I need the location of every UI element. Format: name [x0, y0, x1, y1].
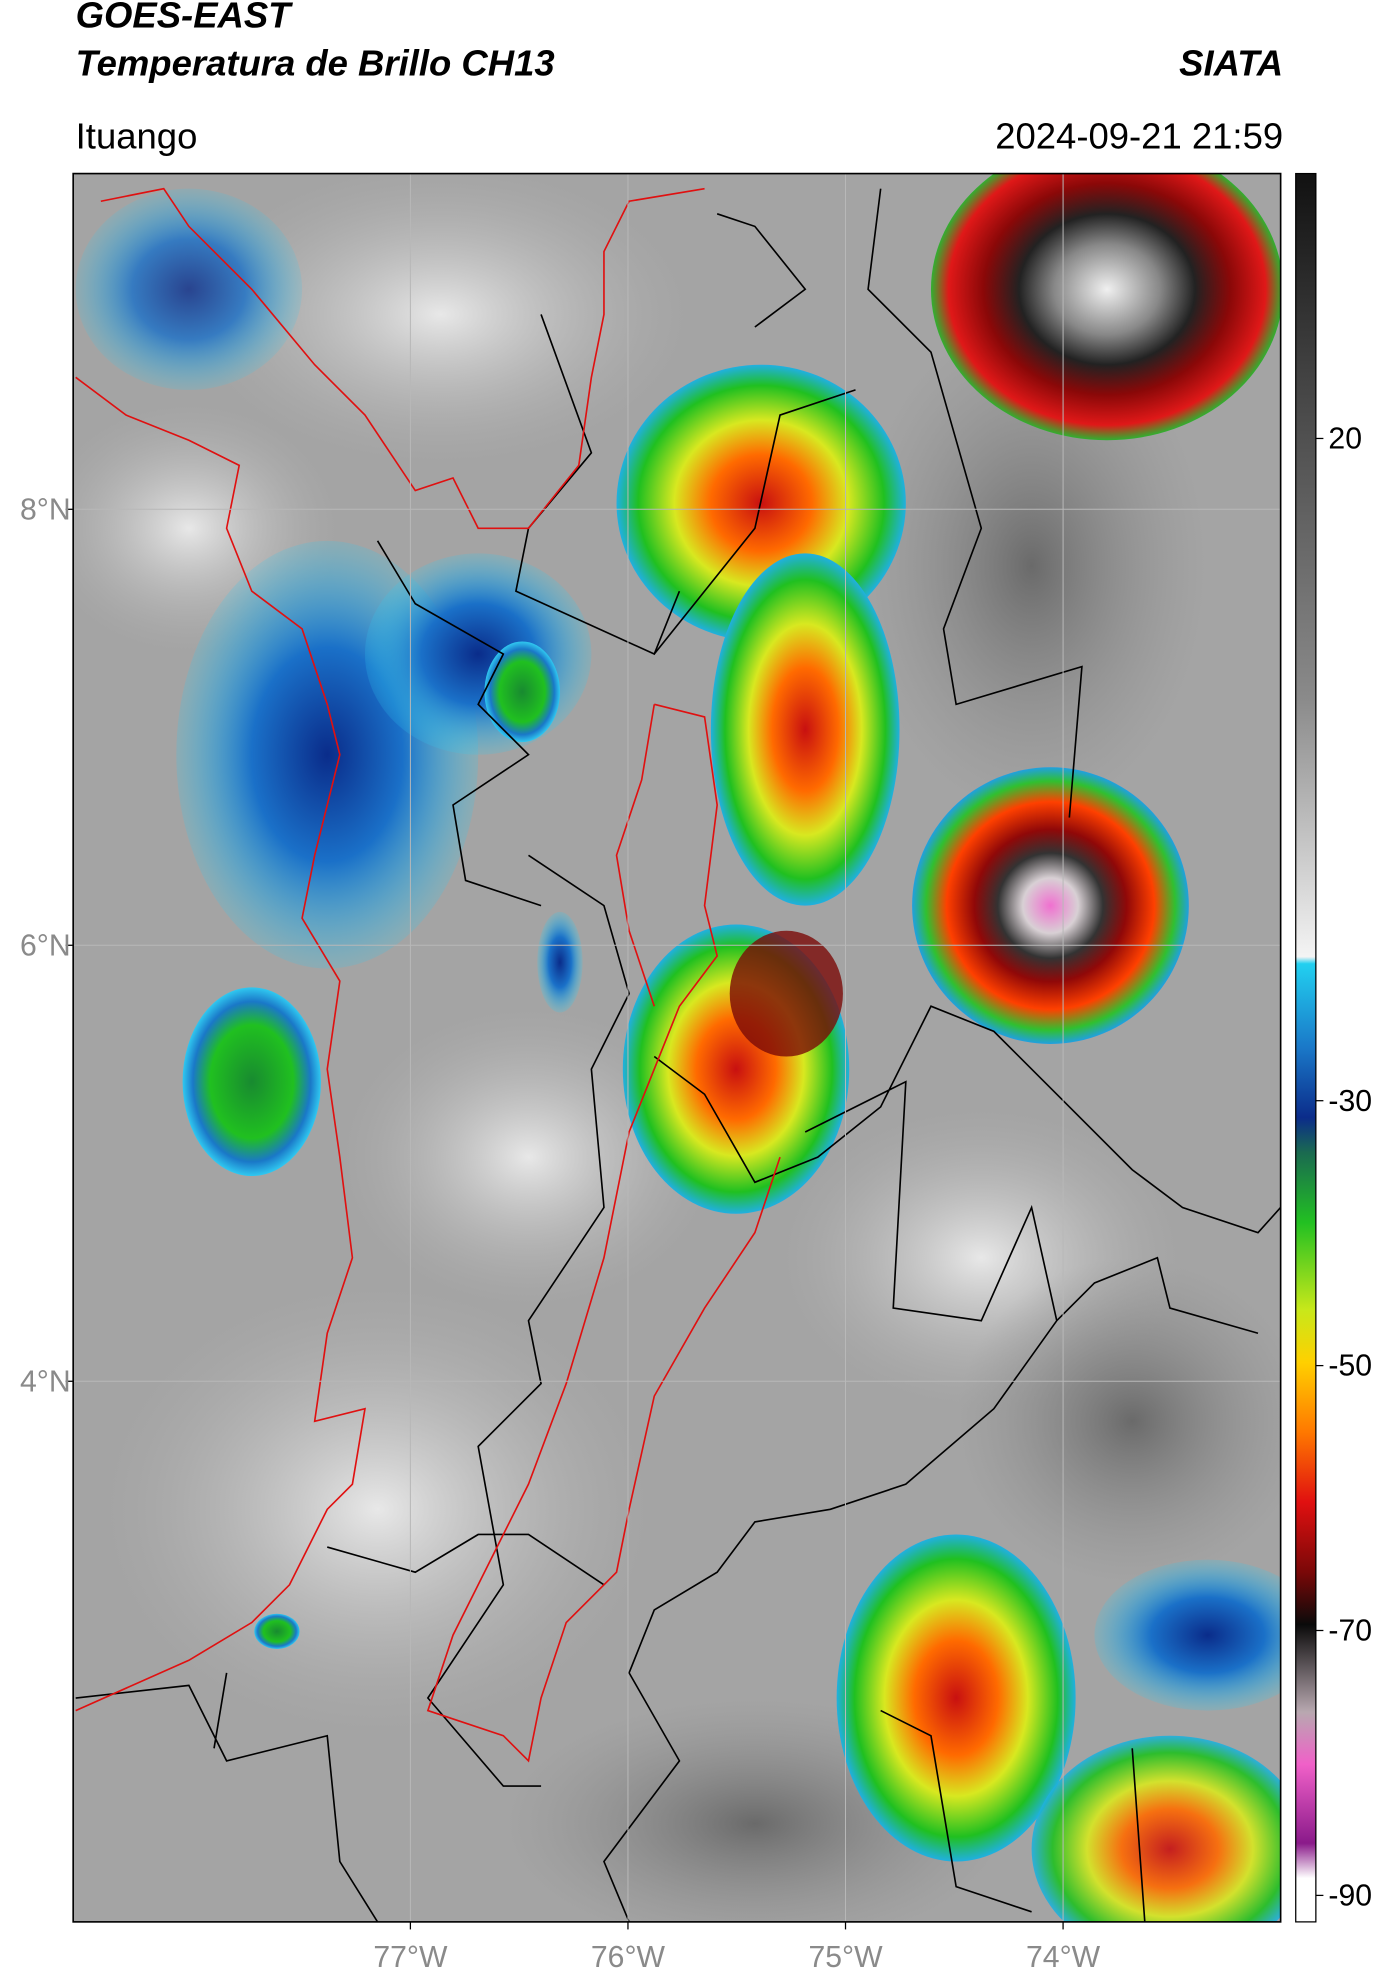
y-tick-label: 6°N: [20, 929, 71, 962]
colorbar-tick-label: -50: [1328, 1350, 1372, 1383]
colorbar-tick-label: -70: [1328, 1615, 1372, 1648]
x-tick-label: 74°W: [1026, 1941, 1101, 1974]
graticule: [73, 173, 1281, 1922]
source: SIATA: [1179, 42, 1283, 83]
location: Ituango: [76, 115, 198, 156]
colorbar-tick-label: -30: [1328, 1085, 1372, 1118]
map-frame: [72, 172, 1282, 1923]
timestamp: 2024-09-21 21:59: [995, 115, 1283, 156]
colorbar-tick-label: 20: [1328, 423, 1362, 456]
x-tick-label: 77°W: [373, 1941, 448, 1974]
colorbar-tick-label: -90: [1328, 1879, 1372, 1912]
x-tick-label: 75°W: [808, 1941, 883, 1974]
y-tick-label: 4°N: [20, 1365, 71, 1398]
satellite-image: [73, 173, 1281, 1922]
title: GOES-EAST: [76, 0, 294, 36]
x-tick-label: 76°W: [591, 1941, 666, 1974]
y-tick-label: 8°N: [20, 493, 71, 526]
subtitle: Temperatura de Brillo CH13: [76, 42, 555, 83]
colorbar: [1295, 172, 1317, 1923]
